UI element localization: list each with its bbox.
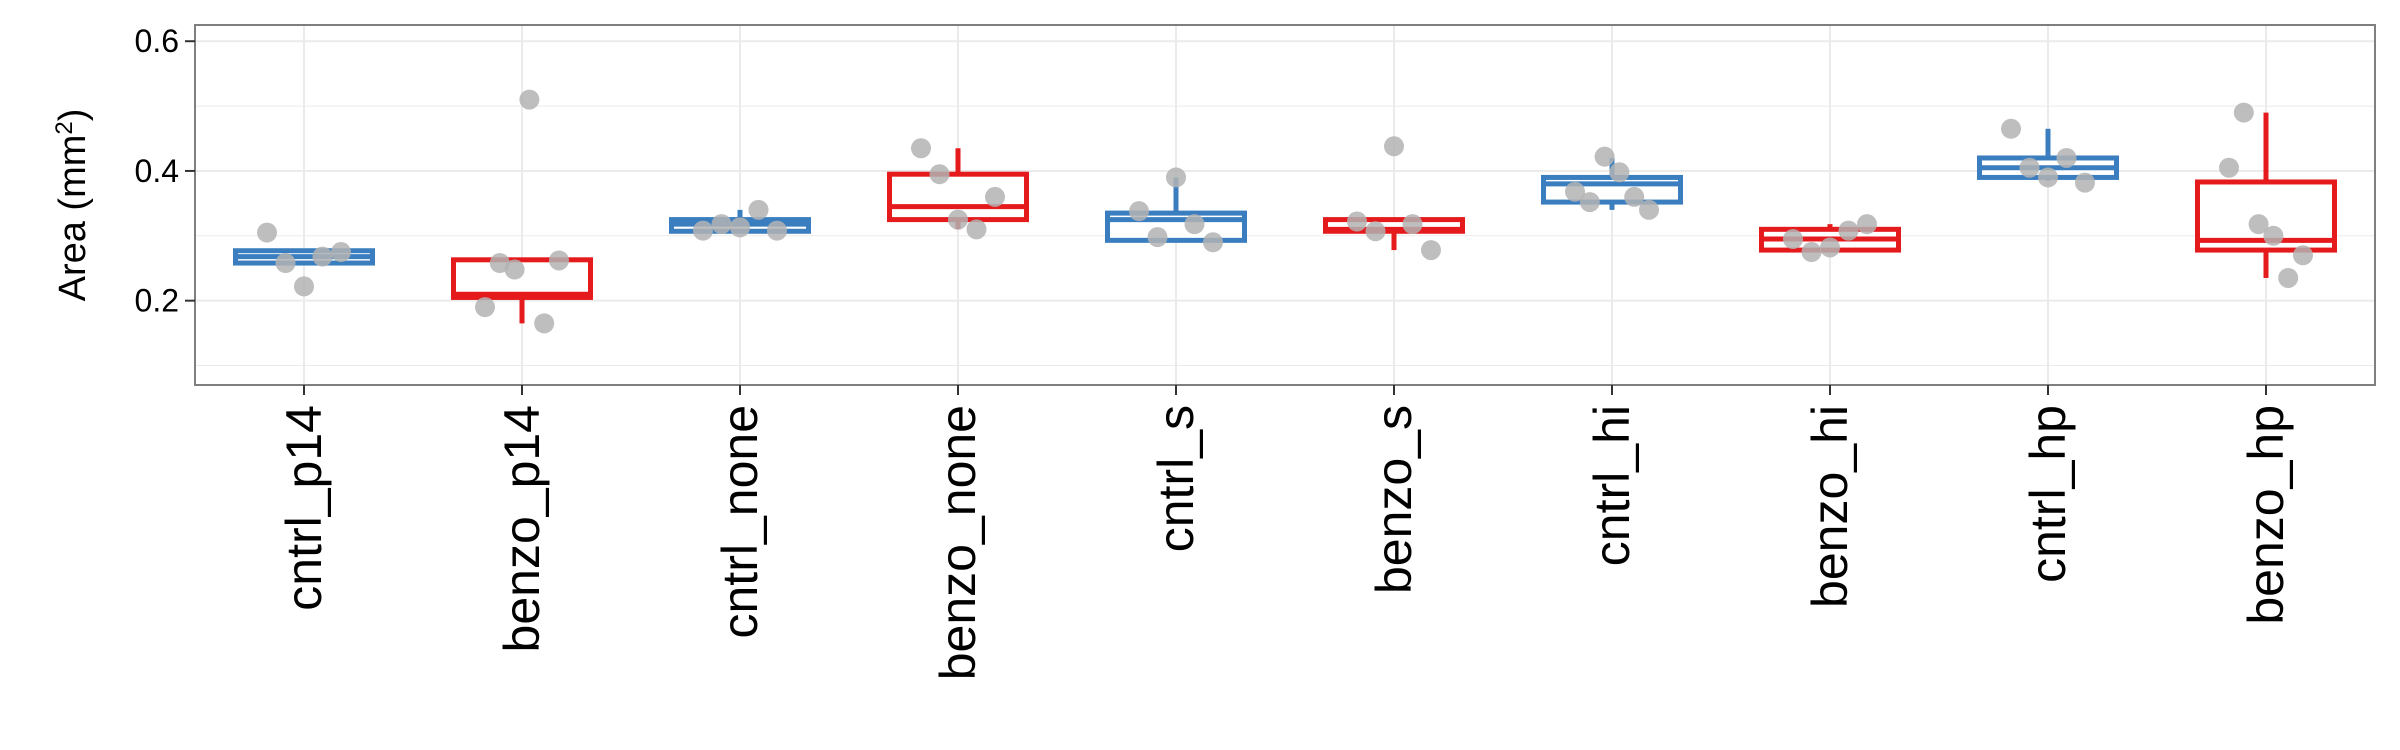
data-point <box>929 164 950 185</box>
panel-border <box>194 24 2376 386</box>
data-point <box>2019 157 2040 178</box>
data-point <box>275 253 296 274</box>
data-point <box>1420 240 1441 261</box>
data-point <box>1166 167 1186 188</box>
data-point <box>1820 237 1840 258</box>
data-point <box>2219 157 2240 178</box>
data-point <box>1856 214 1877 235</box>
data-point <box>966 219 987 240</box>
data-point <box>1565 181 1586 202</box>
data-point <box>1638 199 1659 220</box>
data-point <box>766 220 787 241</box>
data-point <box>1783 229 1804 250</box>
data-point <box>504 259 525 280</box>
data-point <box>519 89 540 110</box>
category-label-benzo_hi: benzo_hi <box>1802 405 1858 608</box>
data-point <box>294 276 314 297</box>
data-point <box>2278 267 2299 288</box>
box-cntrl_hi <box>1541 174 1683 205</box>
data-point <box>1147 227 1168 248</box>
data-point <box>1202 232 1223 253</box>
y-axis-title-superscript: 2 <box>51 121 78 134</box>
category-label-cntrl_p14: cntrl_p14 <box>276 405 332 611</box>
data-point <box>2263 225 2284 246</box>
data-point <box>1838 220 1859 241</box>
box-layer <box>233 112 2337 324</box>
point-layer <box>257 89 2313 334</box>
category-label-benzo_s: benzo_s <box>1366 405 1422 594</box>
data-point <box>1347 211 1368 232</box>
category-label-cntrl_s: cntrl_s <box>1148 405 1204 552</box>
data-point <box>1579 192 1600 213</box>
y-axis-title: Area (mm2) <box>51 109 95 302</box>
data-point <box>1184 214 1205 235</box>
category-label-cntrl_hp: cntrl_hp <box>2020 405 2076 583</box>
data-point <box>693 220 714 241</box>
category-label-cntrl_hi: cntrl_hi <box>1584 405 1640 566</box>
data-point <box>257 222 278 243</box>
y-tick-label: 0.6 <box>135 23 179 59</box>
data-point <box>548 250 569 271</box>
data-point <box>2056 147 2077 168</box>
data-point <box>2248 214 2269 235</box>
label-layer: cntrl_p14 benzo_p14 cntrl_none benzo_none cn… <box>276 405 2294 680</box>
y-tick-label: 0.4 <box>135 153 179 189</box>
data-point <box>1609 162 1630 183</box>
data-point <box>2233 102 2254 123</box>
data-point <box>1402 214 1423 235</box>
data-point <box>2001 118 2022 139</box>
data-point <box>1801 242 1822 263</box>
data-point <box>911 138 932 159</box>
category-label-benzo_hp: benzo_hp <box>2238 405 2294 625</box>
data-point <box>2038 167 2058 188</box>
data-point <box>1384 136 1404 157</box>
data-point <box>1624 186 1645 207</box>
grid-layer <box>195 25 2375 385</box>
data-point <box>475 297 496 318</box>
data-point <box>2074 172 2095 193</box>
data-point <box>730 217 750 238</box>
category-label-benzo_none: benzo_none <box>930 405 986 680</box>
data-point <box>2292 245 2313 266</box>
data-point <box>1365 221 1386 242</box>
y-axis-title-close: ) <box>52 109 94 122</box>
data-point <box>711 214 732 235</box>
data-point <box>984 186 1005 207</box>
y-tick-label: 0.2 <box>135 283 179 319</box>
data-point <box>1129 201 1150 222</box>
data-point <box>948 209 968 230</box>
data-point <box>330 242 351 263</box>
axis-layer: 0.2 0.4 0.6 <box>135 23 2267 395</box>
category-label-cntrl_none: cntrl_none <box>712 405 768 639</box>
y-axis-title-text: Area (mm <box>52 135 94 302</box>
data-point <box>534 313 555 334</box>
category-label-benzo_p14: benzo_p14 <box>494 405 550 652</box>
data-point <box>1594 146 1615 167</box>
data-point <box>748 199 769 220</box>
data-point <box>312 246 333 267</box>
